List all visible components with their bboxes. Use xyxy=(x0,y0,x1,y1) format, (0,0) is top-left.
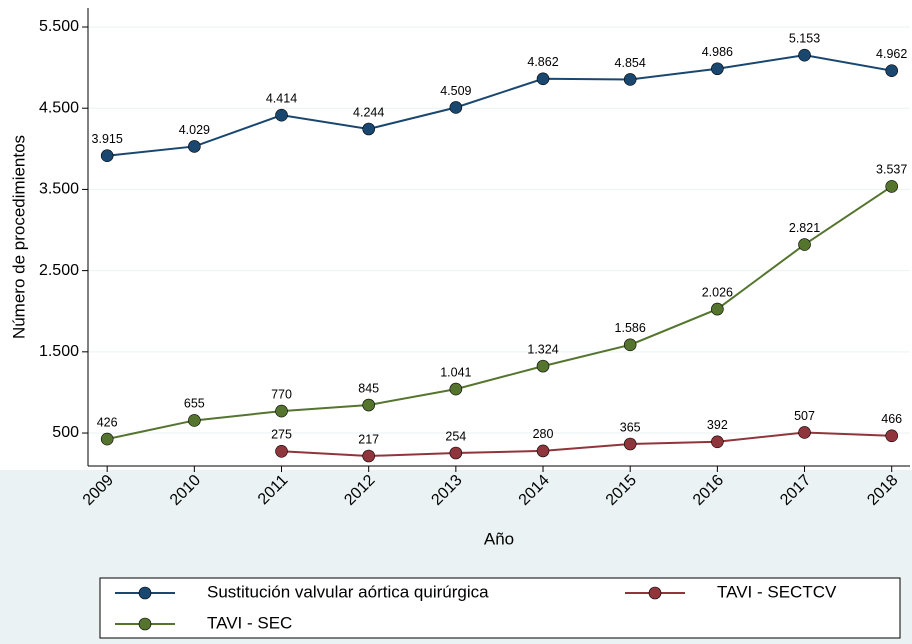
value-label: 1.324 xyxy=(527,342,558,356)
data-point xyxy=(449,446,463,460)
series-line xyxy=(106,185,893,441)
data-point xyxy=(711,302,724,316)
value-label: 280 xyxy=(533,427,554,441)
data-point xyxy=(536,72,550,86)
data-point xyxy=(623,437,637,451)
value-label: 507 xyxy=(794,409,815,423)
y-axis-title: Número de procedimientos xyxy=(9,135,28,339)
y-tick-label: 500 xyxy=(52,424,79,441)
data-point xyxy=(798,426,811,439)
data-point xyxy=(100,149,114,163)
value-label: 466 xyxy=(881,412,902,426)
data-point xyxy=(798,238,811,251)
value-label: 4.029 xyxy=(179,123,210,137)
value-label: 4.244 xyxy=(353,105,384,119)
value-label: 392 xyxy=(707,418,728,432)
legend-label: TAVI - SEC xyxy=(207,613,292,632)
legend-label: TAVI - SECTCV xyxy=(717,582,837,601)
value-label: 770 xyxy=(271,387,292,401)
data-point xyxy=(885,64,898,77)
value-label: 3.537 xyxy=(876,163,907,177)
data-point xyxy=(362,398,375,412)
data-point xyxy=(885,429,898,443)
value-label: 4.862 xyxy=(527,55,558,69)
value-label: 365 xyxy=(620,420,641,434)
value-label: 845 xyxy=(358,381,379,395)
value-label: 5.153 xyxy=(789,31,820,45)
plot-area xyxy=(88,8,910,466)
data-point xyxy=(449,101,463,114)
data-point xyxy=(188,414,201,427)
y-tick-label: 5.500 xyxy=(39,18,79,35)
value-label: 254 xyxy=(445,429,466,443)
value-label: 4.986 xyxy=(702,45,733,59)
x-axis-title: Año xyxy=(484,529,514,548)
data-point xyxy=(362,122,375,136)
data-point xyxy=(275,445,288,458)
data-point xyxy=(798,48,811,62)
legend-marker xyxy=(648,586,662,600)
value-label: 217 xyxy=(358,432,379,446)
data-point xyxy=(275,404,288,418)
value-label: 4.854 xyxy=(615,56,646,70)
legend-marker xyxy=(138,586,152,600)
data-point xyxy=(623,73,637,86)
value-label: 426 xyxy=(97,415,118,429)
value-label: 1.041 xyxy=(440,365,471,379)
data-point xyxy=(536,359,550,373)
y-tick-label: 2.500 xyxy=(39,262,79,279)
data-point xyxy=(623,338,637,352)
data-point xyxy=(449,382,463,396)
value-label: 1.586 xyxy=(615,321,646,335)
y-tick-label: 4.500 xyxy=(39,99,79,116)
value-label: 3.915 xyxy=(92,132,123,146)
series-line xyxy=(107,54,892,157)
data-point xyxy=(536,444,550,458)
data-point xyxy=(885,180,898,193)
value-label: 2.026 xyxy=(702,285,733,299)
value-label: 275 xyxy=(271,428,292,442)
y-tick-label: 3.500 xyxy=(39,181,79,198)
legend-label: Sustitución valvular aórtica quirúrgica xyxy=(207,582,489,601)
value-label: 4.509 xyxy=(440,84,471,98)
data-point xyxy=(362,449,375,463)
value-label: 4.414 xyxy=(266,91,297,105)
value-label: 4.962 xyxy=(876,47,907,61)
data-point xyxy=(188,140,201,153)
data-point xyxy=(711,62,724,76)
legend-box xyxy=(99,577,901,639)
data-point xyxy=(275,108,288,122)
value-label: 655 xyxy=(184,397,205,411)
data-point xyxy=(711,435,724,449)
value-label: 2.821 xyxy=(789,221,820,235)
y-tick-label: 1.500 xyxy=(39,343,79,360)
data-point xyxy=(100,432,114,446)
legend-marker xyxy=(138,617,152,631)
series-line xyxy=(281,431,892,458)
